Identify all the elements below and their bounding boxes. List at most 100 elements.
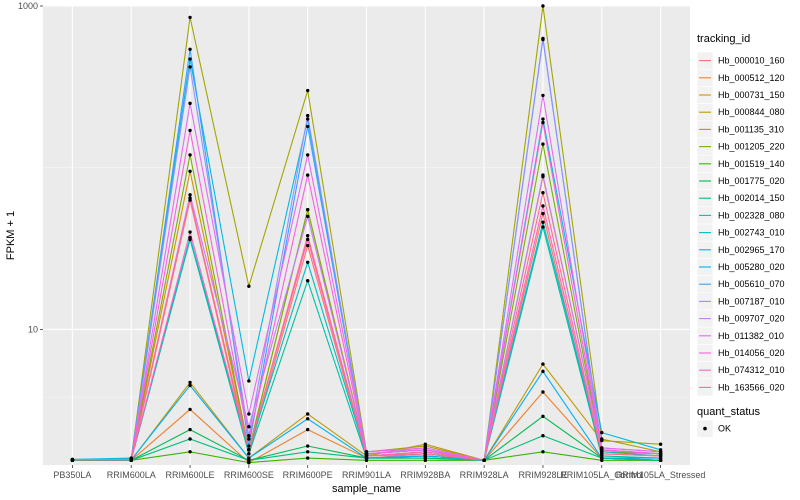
x-tick-label: RRIM928BA (400, 470, 450, 480)
legend-items: Hb_000010_160 Hb_000512_120 Hb_000731_150 H… (696, 51, 785, 397)
legend-label: Hb_000731_150 (718, 90, 785, 100)
data-point (188, 65, 192, 69)
shape-legend-label: OK (718, 424, 731, 434)
data-point (305, 117, 310, 121)
data-point (600, 437, 604, 441)
legend: tracking_id Hb_000010_160Hb_000512_120Hb… (696, 33, 785, 438)
legend-label: Hb_002965_170 (718, 245, 785, 255)
x-tick-label: RRIM600SE (224, 470, 274, 480)
data-point (541, 390, 545, 394)
legend-title: tracking_id (697, 33, 750, 45)
data-point (188, 230, 192, 234)
data-point (188, 450, 192, 454)
legend-label: Hb_002743_010 (718, 228, 785, 238)
x-tick-label: RRIM105LA_Stressed (616, 470, 706, 480)
data-point (305, 417, 310, 421)
x-tick-label: RRIM600PE (283, 470, 333, 480)
data-point (188, 169, 192, 173)
data-point (305, 207, 310, 212)
data-point (188, 380, 192, 385)
shape-legend-title: quant_status (697, 406, 760, 418)
data-point (541, 362, 545, 366)
data-point (541, 220, 545, 224)
data-point (247, 425, 251, 429)
x-tick-label: RRIM105LA_Control (560, 470, 643, 480)
data-point (541, 142, 545, 146)
data-points (70, 4, 663, 465)
data-point (247, 448, 251, 452)
data-point (541, 414, 545, 419)
legend-label: Hb_007187_010 (718, 296, 785, 306)
data-point (247, 434, 251, 438)
data-point (305, 456, 310, 460)
data-point (305, 124, 310, 129)
data-point (188, 196, 192, 200)
data-point (305, 173, 310, 177)
data-point (541, 191, 545, 195)
data-point (305, 214, 310, 219)
data-point (658, 442, 663, 446)
data-point (305, 88, 310, 93)
data-point (541, 225, 545, 229)
x-tick-label: RRIM928LE (518, 470, 567, 480)
data-point (541, 204, 545, 208)
data-point (541, 434, 545, 438)
data-point (305, 243, 310, 248)
data-point (247, 456, 251, 460)
data-point (541, 120, 545, 125)
data-point (541, 93, 545, 98)
legend-label: Hb_001519_140 (718, 159, 785, 169)
data-point (423, 452, 428, 456)
data-point (188, 235, 192, 240)
data-point (305, 450, 310, 454)
data-point (305, 237, 310, 242)
data-point (305, 260, 310, 264)
legend-label: Hb_014056_020 (718, 348, 785, 358)
data-point (305, 444, 310, 448)
data-point (247, 379, 251, 383)
data-point (600, 448, 604, 452)
y-tick-label: 1000 (18, 1, 38, 11)
legend-label: Hb_005610_070 (718, 279, 785, 289)
data-point (188, 101, 192, 106)
legend-label: Hb_005280_020 (718, 262, 785, 272)
legend-label: Hb_000844_080 (718, 107, 785, 117)
data-point (482, 458, 486, 463)
data-point (188, 57, 192, 61)
data-point (305, 113, 310, 118)
legend-label: Hb_000512_120 (718, 73, 785, 83)
data-point (188, 437, 192, 441)
data-point (541, 4, 545, 8)
legend-label: Hb_074312_010 (718, 365, 785, 375)
data-point (658, 454, 663, 458)
data-point (247, 437, 251, 441)
legend-label: Hb_001135_310 (718, 124, 784, 134)
data-point (70, 458, 75, 462)
data-point (247, 412, 251, 416)
data-point (129, 458, 133, 462)
data-point (188, 15, 192, 20)
data-point (188, 407, 192, 412)
legend-label: Hb_001205_220 (718, 142, 785, 152)
shape-legend-point (703, 426, 707, 431)
data-point (600, 452, 604, 456)
data-point (364, 454, 369, 458)
data-point (305, 412, 310, 416)
x-tick-label: RRIM600LE (166, 470, 215, 480)
x-tick-label: RRIM901LA (342, 470, 391, 480)
legend-label: Hb_002014_150 (718, 193, 785, 203)
data-point (188, 153, 192, 157)
data-point (600, 430, 604, 435)
data-point (600, 456, 604, 460)
legend-label: Hb_002328_080 (718, 210, 785, 220)
data-point (305, 279, 310, 283)
x-tick-label: RRIM600LA (107, 470, 156, 480)
shape-legend: OK (696, 419, 731, 438)
x-axis-title: sample_name (332, 483, 401, 495)
data-point (247, 444, 251, 448)
x-tick-label: RRIM928LA (460, 470, 509, 480)
data-point (247, 452, 251, 456)
data-point (541, 37, 545, 42)
legend-label: Hb_011382_010 (718, 331, 784, 341)
